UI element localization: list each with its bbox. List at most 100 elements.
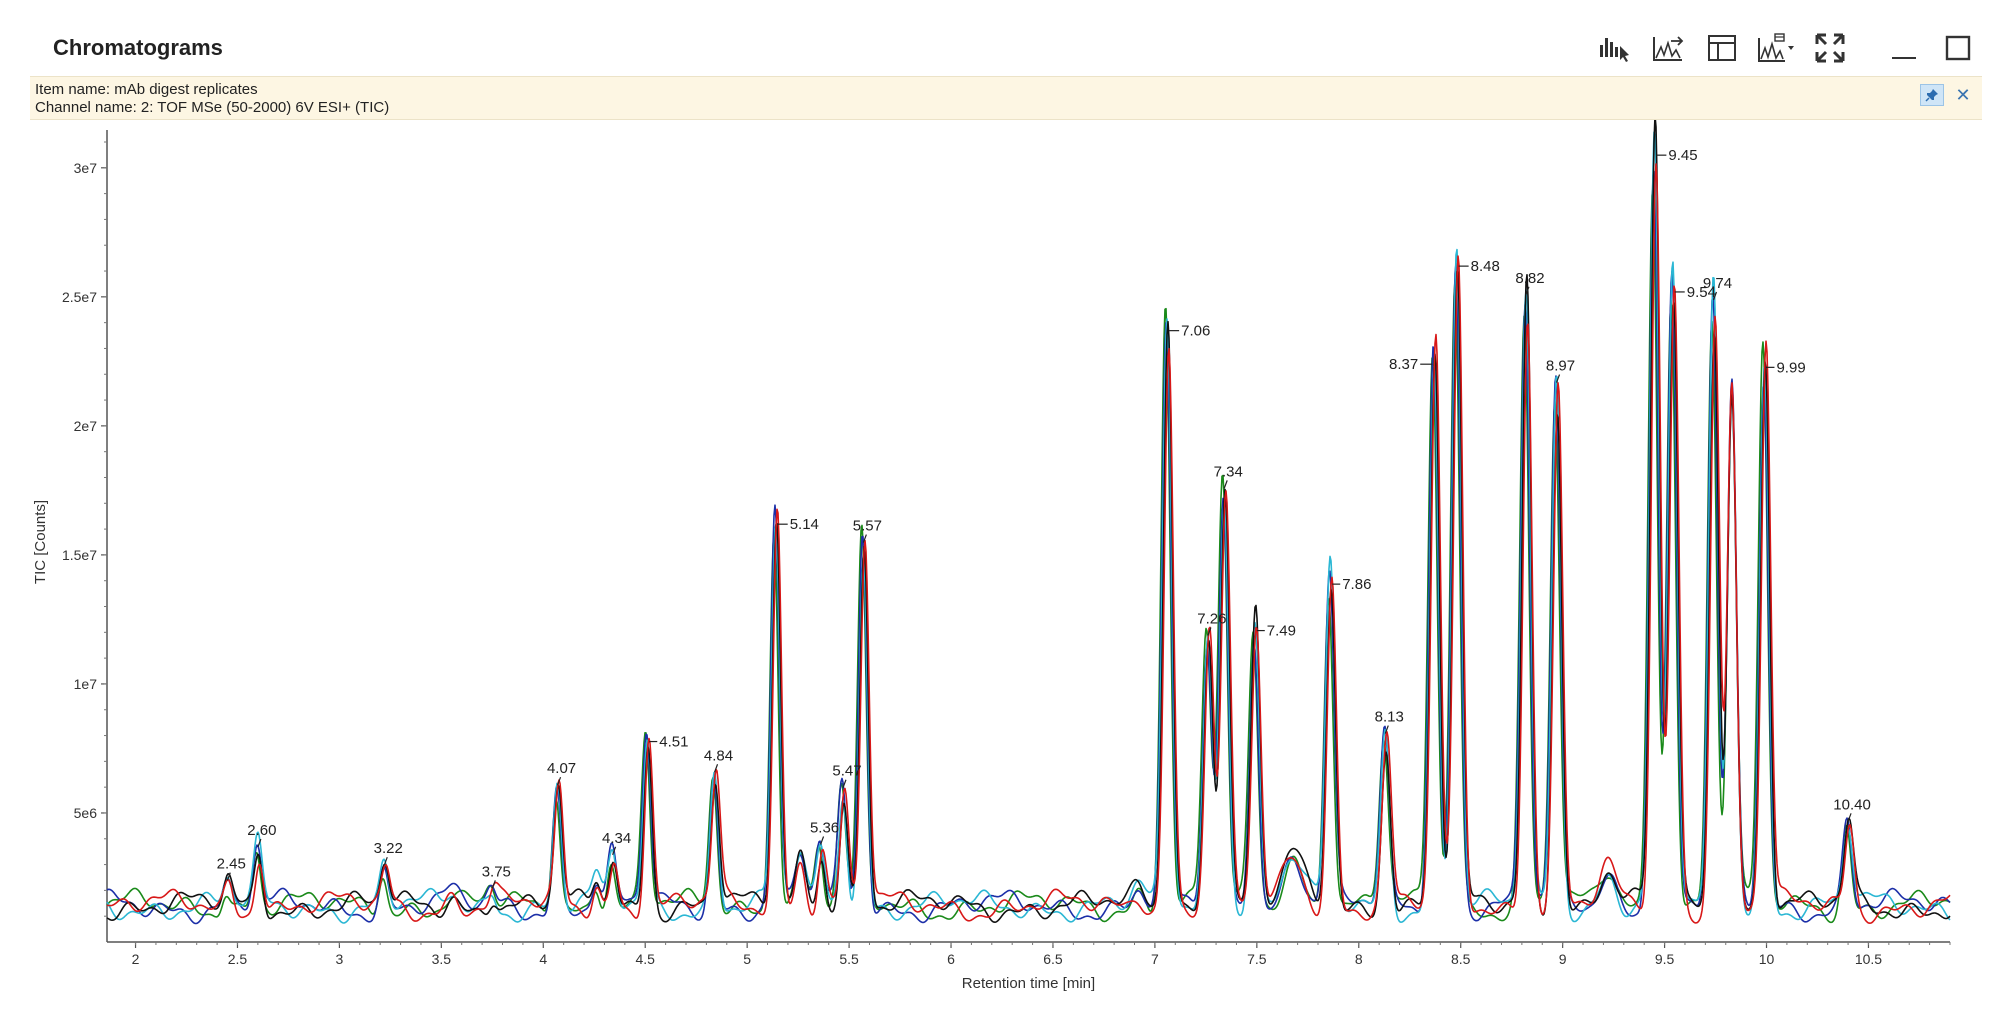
x-tick-label: 5 (743, 951, 751, 967)
peak-label: 10.40 (1833, 796, 1871, 822)
peak-select-button[interactable] (1592, 26, 1636, 70)
peak-label: 4.84 (704, 747, 733, 773)
peak-label-text: 4.51 (659, 734, 688, 751)
peak-label-text: 2.45 (217, 856, 246, 873)
peak-label: 7.86 (1332, 576, 1371, 593)
peak-label: 2.60 (247, 822, 276, 848)
table-layout-icon (1708, 35, 1736, 61)
peak-label-text: 5.36 (810, 820, 839, 837)
series-line-1 (106, 187, 1951, 924)
peak-label-text: 4.34 (602, 830, 631, 847)
peak-label: 9.99 (1766, 359, 1806, 376)
chart-axes: 2 2.5 3 3.5 4 4.5 5 5.5 6 6.5 7 7.5 8 8.5 9 9.5 10 10.5 5e… (62, 130, 1951, 967)
fit-to-view-icon (1815, 33, 1845, 63)
peak-label-text: 7.34 (1214, 463, 1243, 480)
close-icon: ✕ (1955, 84, 1971, 105)
series-line-4 (106, 120, 1951, 923)
peak-label: 5.57 (853, 518, 882, 543)
window-header: Chromatograms (0, 0, 2000, 74)
y-tick-label: 3e7 (74, 160, 98, 176)
peak-label: 4.07 (547, 760, 576, 786)
minimize-icon (1892, 57, 1916, 59)
chromatogram-chart[interactable]: 2 2.5 3 3.5 4 4.5 5 5.5 6 6.5 7 7.5 8 8.5 9 9.5 10 10.5 5e… (0, 120, 2000, 1021)
pin-button[interactable] (1920, 84, 1944, 106)
x-tick-label: 4.5 (635, 951, 655, 967)
peak-label: 2.45 (217, 856, 246, 881)
peak-label-text: 7.06 (1181, 323, 1210, 340)
peak-label-text: 8.13 (1375, 709, 1404, 726)
y-tick-label: 1.5e7 (62, 547, 97, 563)
peak-label: 8.97 (1546, 358, 1575, 383)
peak-label: 7.06 (1169, 323, 1210, 340)
peak-label-text: 9.54 (1687, 284, 1716, 301)
series-line-3 (106, 131, 1951, 924)
view-dropdown-button[interactable] (1754, 26, 1798, 70)
peak-label: 8.13 (1375, 709, 1404, 734)
x-tick-label: 3 (336, 951, 344, 967)
peak-label-text: 7.86 (1342, 576, 1371, 593)
peak-label-text: 5.14 (790, 516, 819, 533)
peak-label-text: 8.37 (1389, 356, 1418, 373)
x-tick-label: 3.5 (432, 951, 452, 967)
peak-label-text: 7.49 (1267, 623, 1296, 640)
y-tick-label: 1e7 (74, 676, 98, 692)
peak-label-text: 8.48 (1471, 258, 1500, 275)
channel-name-text: Channel name: 2: TOF MSe (50-2000) 6V ES… (35, 99, 390, 116)
peak-label-text: 9.74 (1703, 275, 1732, 292)
peak-label: 3.22 (374, 840, 403, 866)
x-tick-label: 9 (1559, 951, 1567, 967)
peak-label-text: 5.57 (853, 518, 882, 535)
overlay-chromatograms-icon (1653, 36, 1684, 61)
peak-label-text: 7.26 (1197, 610, 1226, 627)
peak-label-text: 10.40 (1833, 796, 1871, 813)
x-tick-label: 9.5 (1655, 951, 1675, 967)
peak-label-text: 4.84 (704, 747, 733, 764)
peak-label: 9.54 (1674, 284, 1716, 301)
peak-label-text: 8.82 (1515, 270, 1544, 287)
peak-labels: 2.452.60 3.22 3.75 4.07 4.34 4.51 4.84 5.14 5.36… (217, 147, 1871, 889)
peak-label: 5.14 (777, 516, 819, 533)
layout-button[interactable] (1700, 26, 1744, 70)
y-tick-label: 2e7 (74, 418, 98, 434)
x-tick-label: 8 (1355, 951, 1363, 967)
overlay-button[interactable] (1646, 26, 1690, 70)
peak-label-text: 9.45 (1668, 147, 1697, 164)
peak-label: 7.49 (1256, 623, 1296, 640)
peak-select-icon (1600, 38, 1629, 62)
y-axis-label: TIC [Counts] (32, 500, 49, 584)
pin-icon (1925, 89, 1938, 102)
minimize-button[interactable] (1882, 26, 1926, 70)
chart-series (106, 120, 1951, 925)
peak-label-text: 3.22 (374, 840, 403, 857)
peak-label-text: 9.99 (1776, 359, 1805, 376)
x-tick-label: 10.5 (1855, 951, 1882, 967)
peak-label: 9.45 (1656, 147, 1698, 164)
maximize-button[interactable] (1936, 26, 1980, 70)
info-bar: Item name: mAb digest replicates Channel… (30, 76, 1982, 120)
x-tick-label: 7.5 (1247, 951, 1267, 967)
chromatogram-view-dropdown-icon (1758, 33, 1794, 62)
peak-label: 7.34 (1214, 463, 1243, 489)
peak-label: 5.36 (810, 820, 839, 845)
peak-label: 3.75 (482, 863, 511, 889)
peak-label-text: 2.60 (247, 822, 276, 839)
fit-to-view-button[interactable] (1808, 26, 1852, 70)
x-tick-label: 10 (1759, 951, 1775, 967)
series-line-5 (106, 163, 1951, 924)
peak-label: 7.26 (1197, 610, 1227, 636)
peak-label: 8.37 (1389, 356, 1433, 373)
item-name-text: Item name: mAb digest replicates (35, 81, 258, 98)
peak-label-text: 4.07 (547, 760, 576, 777)
peak-label: 8.48 (1458, 258, 1500, 275)
peak-label: 4.34 (602, 830, 631, 856)
x-tick-label: 2.5 (228, 951, 248, 967)
peak-label-text: 3.75 (482, 863, 511, 880)
peak-label: 8.82 (1515, 270, 1545, 296)
close-info-button[interactable]: ✕ (1952, 83, 1974, 107)
x-axis-label: Retention time [min] (962, 975, 1095, 992)
x-tick-label: 4 (539, 951, 547, 967)
window-title: Chromatograms (53, 35, 223, 60)
x-tick-label: 6.5 (1043, 951, 1063, 967)
x-tick-label: 5.5 (839, 951, 859, 967)
peak-label-text: 8.97 (1546, 358, 1575, 375)
